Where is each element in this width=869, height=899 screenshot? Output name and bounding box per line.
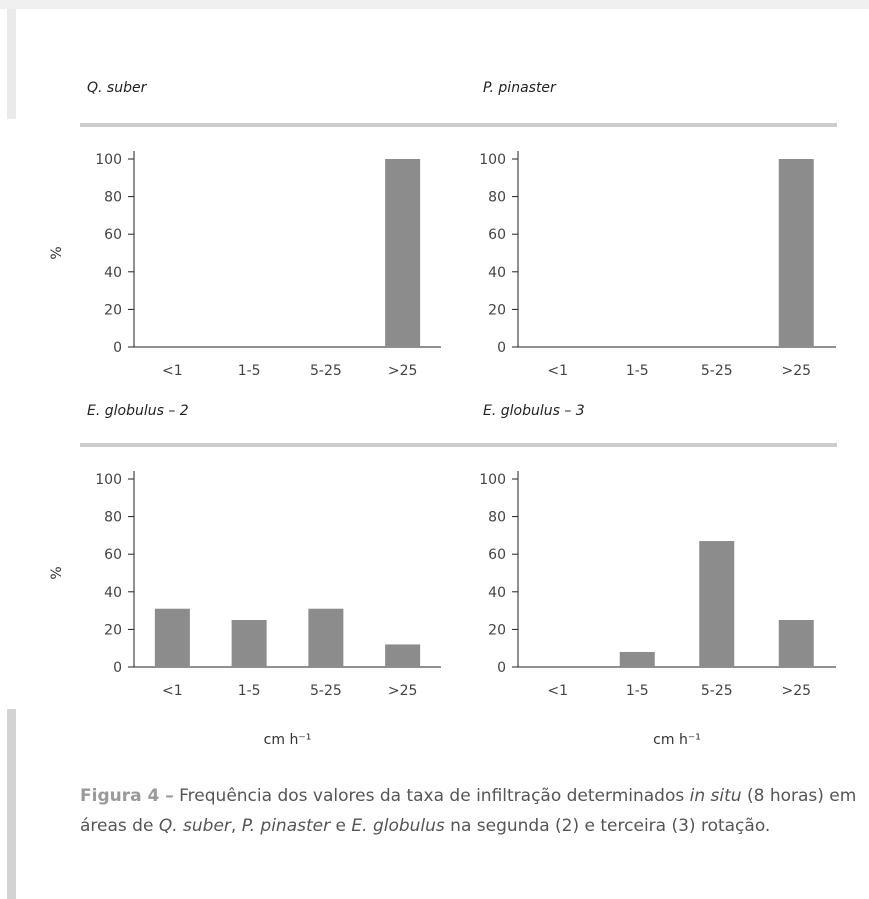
chart-3-y-tick-label: 60 [488, 547, 506, 563]
chart-0-y-tick-label: 0 [113, 340, 122, 356]
panel-title-p-pinaster: P. pinaster [483, 80, 556, 96]
caption-sep-2: e [330, 816, 352, 836]
chart-1-y-tick-label: 100 [479, 152, 506, 168]
chart-3-bar [699, 541, 735, 667]
caption-species-2: P. pinaster [241, 816, 331, 836]
panel-title-e-globulus-2: E. globulus – 2 [87, 403, 189, 419]
chart-3-y-tick-label: 40 [488, 585, 506, 601]
chart-1-x-tick-label: <1 [547, 363, 568, 379]
chart-0-x-tick-label: 5-25 [310, 363, 342, 379]
chart-2-y-tick-label: 40 [104, 585, 122, 601]
chart-1-x-tick-label: 1-5 [626, 363, 649, 379]
chart-1-y-tick-label: 60 [488, 227, 506, 243]
chart-2-y-tick-label: 60 [104, 547, 122, 563]
chart-3-bar [619, 651, 655, 667]
chart-1-y-tick-label: 40 [488, 265, 506, 281]
chart-0-y-axis-label: % [49, 246, 65, 259]
chart-2-x-tick-label: >25 [388, 683, 418, 699]
chart-0-y-tick-label: 100 [95, 152, 122, 168]
chart-0-y-tick-label: 20 [104, 302, 122, 318]
chart-2-bar [308, 608, 344, 667]
chart-1-y-tick-label: 20 [488, 302, 506, 318]
panel-title-q-suber: Q. suber [87, 80, 147, 96]
chart-3-x-tick-label: 5-25 [701, 683, 733, 699]
caption-species-1: Q. suber [158, 816, 231, 836]
chart-0-y-tick-label: 80 [104, 190, 122, 206]
chart-2-bar [231, 620, 267, 667]
caption-species-3: E. globulus [351, 816, 445, 836]
chart-1-x-tick-label: >25 [781, 363, 811, 379]
chart-1-y-tick-label: 0 [497, 340, 506, 356]
divider-middle [80, 443, 837, 447]
chart-0-x-tick-label: >25 [388, 363, 418, 379]
chart-0-bar [385, 159, 421, 347]
left-accent-bar-top [7, 9, 16, 119]
divider-top [80, 123, 837, 127]
figure-caption: Figura 4 – Frequência dos valores da tax… [80, 781, 860, 841]
chart-2-bar [385, 644, 421, 667]
chart-3-x-tick-label: 1-5 [626, 683, 649, 699]
figure-label: Figura 4 – [80, 786, 174, 806]
chart-3-bar [778, 620, 814, 667]
chart-2-bar [154, 608, 190, 667]
caption-text-1: Frequência dos valores da taxa de infilt… [173, 786, 690, 806]
caption-sep-1: , [230, 816, 242, 836]
chart-0-y-tick-label: 40 [104, 265, 122, 281]
caption-in-situ: in situ [689, 786, 742, 806]
chart-1-y-tick-label: 80 [488, 190, 506, 206]
chart-2-x-tick-label: <1 [162, 683, 183, 699]
chart-2-y-tick-label: 80 [104, 510, 122, 526]
chart-1-bar [778, 159, 814, 347]
chart-3-x-tick-label: >25 [781, 683, 811, 699]
chart-2-y-tick-label: 100 [95, 472, 122, 488]
left-accent-bar-bottom [7, 709, 16, 899]
chart-2-y-tick-label: 0 [113, 660, 122, 676]
chart-3-x-axis-label: cm h⁻¹ [653, 732, 701, 748]
chart-2-x-tick-label: 5-25 [310, 683, 342, 699]
chart-0-y-tick-label: 60 [104, 227, 122, 243]
chart-1-x-tick-label: 5-25 [701, 363, 733, 379]
chart-0-x-tick-label: 1-5 [238, 363, 261, 379]
top-border [0, 0, 869, 9]
chart-3-y-tick-label: 0 [497, 660, 506, 676]
chart-2-x-tick-label: 1-5 [238, 683, 261, 699]
chart-3-y-tick-label: 20 [488, 622, 506, 638]
chart-2-y-tick-label: 20 [104, 622, 122, 638]
chart-0-x-tick-label: <1 [162, 363, 183, 379]
caption-text-2: (8 horas) em áreas de [80, 786, 857, 836]
caption-text-3: na segunda (2) e terceira (3) rotação. [444, 816, 771, 836]
chart-2-x-axis-label: cm h⁻¹ [264, 732, 312, 748]
chart-3-y-tick-label: 100 [479, 472, 506, 488]
chart-3-y-tick-label: 80 [488, 510, 506, 526]
chart-2-y-axis-label: % [49, 566, 65, 579]
chart-3-x-tick-label: <1 [547, 683, 568, 699]
charts-canvas: 0 20 40 60 80 100 <1 1-5 5-25 >25% 0 20 40 60 80 100 <1 1… [49, 151, 836, 748]
panel-title-e-globulus-3: E. globulus – 3 [483, 403, 585, 419]
